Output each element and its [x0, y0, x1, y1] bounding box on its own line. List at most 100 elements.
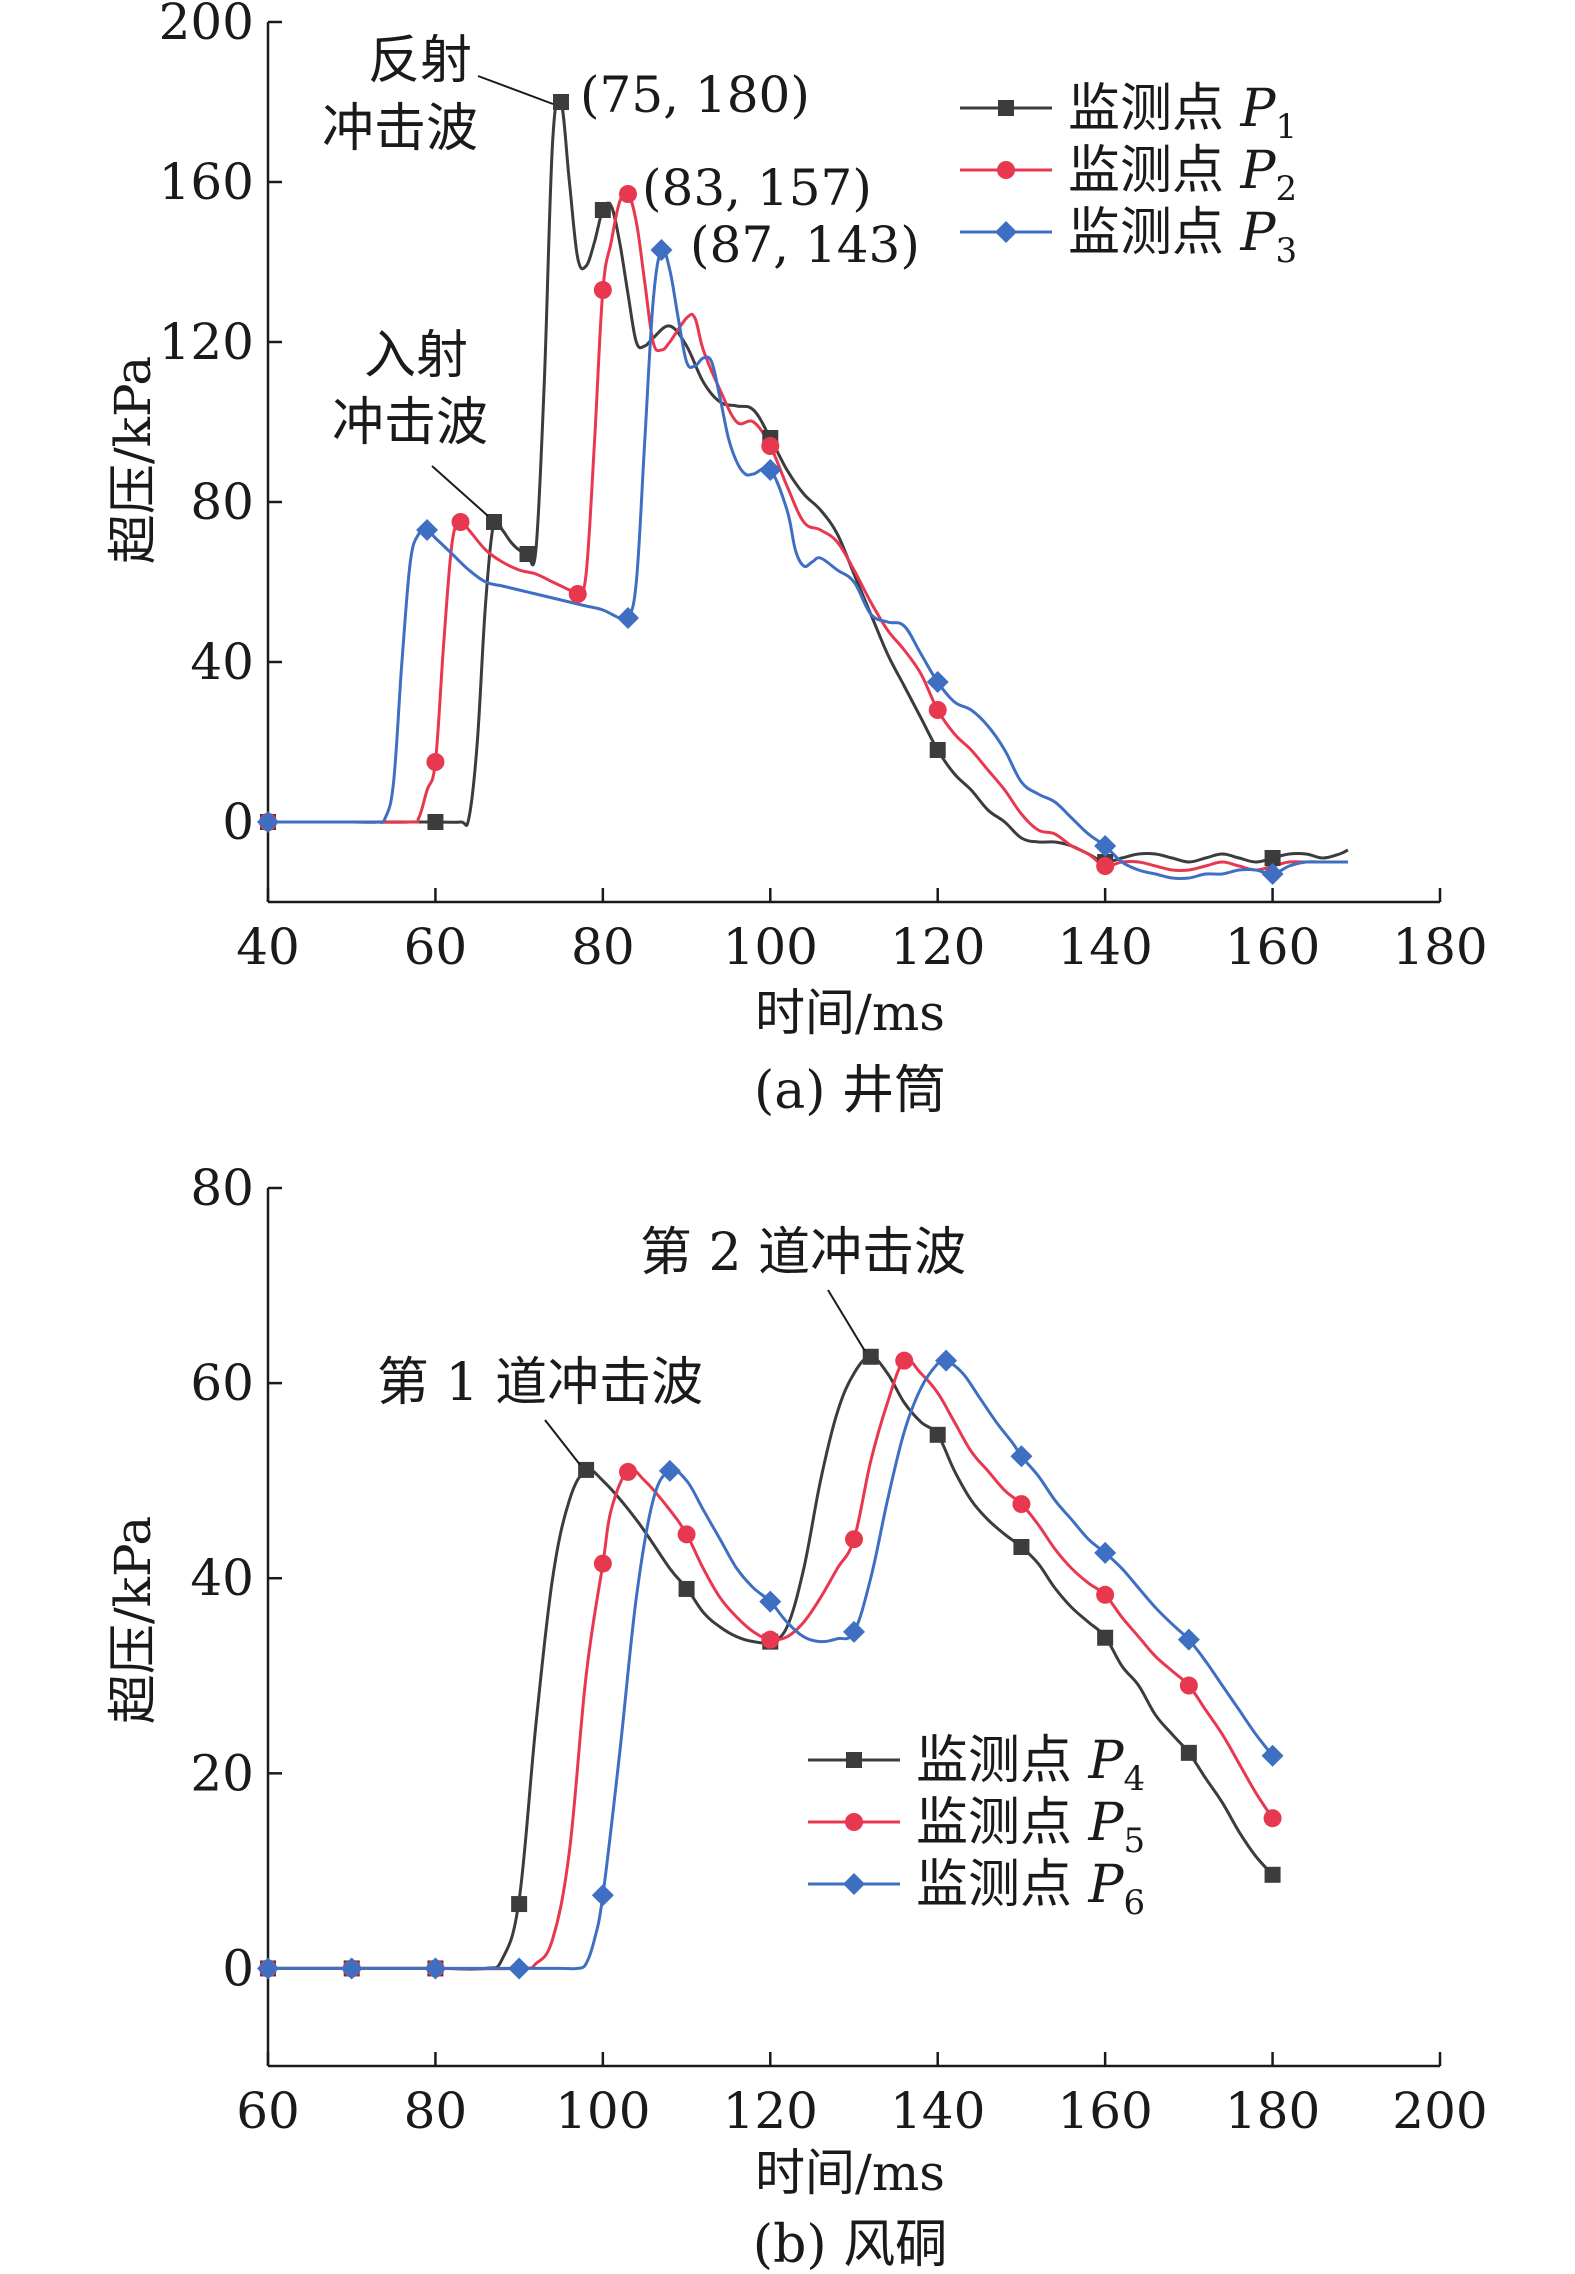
annotation-reflected-wave: 冲击波 — [322, 99, 478, 159]
data-point-p6 — [591, 1884, 614, 1907]
x-tick-label: 80 — [404, 2082, 468, 2140]
y-tick-label: 0 — [222, 1939, 254, 1997]
data-point-p3 — [759, 459, 782, 481]
data-point-p5 — [1012, 1495, 1031, 1514]
data-point-p6 — [1094, 1541, 1117, 1564]
peak-coordinate-label: (87, 143) — [690, 216, 920, 274]
x-tick-label: 160 — [1225, 918, 1320, 976]
y-tick-label: 40 — [190, 1549, 254, 1607]
x-tick-label: 100 — [723, 918, 818, 976]
data-point-p6 — [935, 1349, 958, 1372]
x-tick-label: 100 — [555, 2082, 650, 2140]
data-point-p1 — [1264, 850, 1281, 866]
x-tick-label: 180 — [1392, 918, 1487, 976]
panel-a-axes: 40 60 80 100 120 140 160 180 0 40 80 120 160 200 — [159, 0, 1488, 976]
peak-coordinate-label: (75, 180) — [580, 66, 810, 124]
series-line-p4 — [268, 1355, 1274, 1971]
annotation-leader — [827, 1289, 866, 1352]
data-point-p5 — [761, 1630, 780, 1649]
data-point-p6 — [424, 1957, 447, 1980]
data-point-p5 — [895, 1351, 914, 1370]
panel-b-axes: 60 80 100 120 140 160 180 200 0 20 40 60 80 — [190, 1159, 1487, 2140]
series-line-p3 — [267, 247, 1348, 881]
data-point-p5 — [618, 1462, 637, 1481]
series-line-p2 — [267, 191, 1348, 873]
x-tick-label: 60 — [236, 2082, 300, 2140]
data-point-p3 — [926, 671, 949, 693]
data-point-p6 — [658, 1459, 681, 1482]
data-point-p5 — [1096, 1585, 1115, 1604]
data-point-p2 — [593, 281, 612, 299]
x-tick-label: 120 — [723, 2082, 818, 2140]
data-point-p6 — [257, 1957, 279, 1980]
legend-marker-p1 — [998, 100, 1014, 116]
data-point-p4 — [1013, 1539, 1030, 1556]
panel-a-caption: (a) 井筒 — [754, 1061, 946, 1121]
legend-entry-p6: 监测点 P6 — [916, 1855, 1145, 1923]
legend-marker-p6 — [843, 1873, 865, 1895]
panel-a-y-axis-title: 超压/kPa — [104, 356, 162, 564]
data-point-p4 — [511, 1896, 528, 1913]
data-point-p6 — [843, 1620, 865, 1643]
y-tick-label: 80 — [190, 473, 254, 531]
annotation-first-wave: 第 1 道冲击波 — [377, 1353, 703, 1413]
panel-b-series — [257, 1348, 1284, 1980]
data-point-p5 — [677, 1525, 696, 1544]
panel-a-series — [257, 94, 1349, 885]
x-tick-label: 180 — [1225, 2082, 1320, 2140]
data-point-p2 — [426, 753, 445, 771]
data-point-p3 — [1261, 863, 1284, 885]
y-tick-label: 40 — [190, 633, 254, 691]
data-point-p1 — [486, 514, 503, 530]
legend-marker-p2 — [997, 161, 1015, 179]
legend-entry-p3: 监测点 P3 — [1068, 203, 1297, 271]
panel-b-annotations: 第 1 道冲击波 第 2 道冲击波 — [377, 1223, 966, 1466]
annotation-leader — [544, 1419, 581, 1466]
annotation-leader — [477, 75, 554, 105]
x-tick-label: 200 — [1392, 2082, 1487, 2140]
panel-a-shaft: 40 60 80 100 120 140 160 180 0 40 80 120 160 200 反射冲击… — [104, 0, 1488, 1121]
data-point-p1 — [553, 94, 569, 110]
legend-marker-p4 — [846, 1752, 862, 1768]
data-point-p1 — [519, 546, 536, 562]
peak-coordinate-label: (83, 157) — [642, 159, 872, 217]
panel-b-x-axis-title: 时间/ms — [755, 2144, 945, 2202]
data-point-p6 — [1261, 1744, 1284, 1767]
legend-entry-p5: 监测点 P5 — [916, 1793, 1145, 1861]
x-tick-label: 140 — [1057, 918, 1152, 976]
panel-b-caption: (b) 风硐 — [753, 2215, 947, 2274]
legend-marker-p3 — [995, 221, 1017, 243]
data-point-p4 — [1264, 1866, 1281, 1883]
legend-entry-p2: 监测点 P2 — [1068, 141, 1297, 209]
legend-entry-p4: 监测点 P4 — [916, 1731, 1145, 1799]
panel-b-y-axis-title: 超压/kPa — [104, 1516, 162, 1724]
x-tick-label: 140 — [890, 2082, 985, 2140]
data-point-p1 — [929, 742, 946, 758]
data-point-p4 — [862, 1348, 879, 1365]
data-point-p1 — [427, 814, 444, 830]
data-point-p2 — [761, 437, 780, 455]
data-point-p6 — [1177, 1628, 1200, 1651]
data-point-p4 — [678, 1580, 695, 1597]
data-point-p3 — [650, 239, 673, 261]
data-point-p6 — [1010, 1445, 1033, 1468]
data-point-p5 — [1263, 1809, 1282, 1828]
data-point-p3 — [1094, 835, 1117, 857]
annotation-incident-wave: 冲击波 — [332, 393, 488, 453]
x-tick-label: 120 — [890, 918, 985, 976]
x-tick-label: 60 — [404, 918, 468, 976]
data-point-p5 — [1179, 1676, 1198, 1695]
data-point-p3 — [416, 519, 439, 541]
y-tick-label: 20 — [190, 1744, 254, 1802]
data-point-p6 — [340, 1957, 363, 1980]
data-point-p4 — [1180, 1744, 1197, 1761]
y-tick-label: 120 — [159, 313, 254, 371]
x-tick-label: 80 — [571, 918, 635, 976]
x-tick-label: 40 — [236, 918, 300, 976]
data-point-p1 — [594, 202, 611, 218]
data-point-p4 — [578, 1461, 595, 1478]
annotation-leader — [431, 465, 489, 517]
